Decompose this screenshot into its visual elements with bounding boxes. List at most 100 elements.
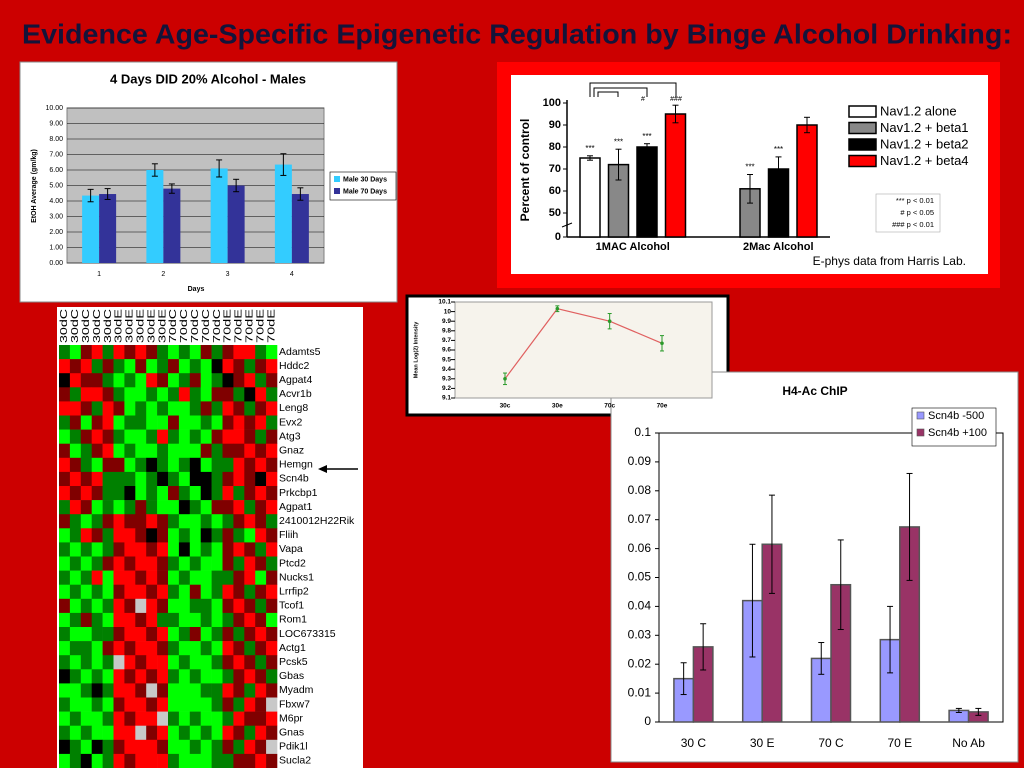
- heatmap-cell: [69, 429, 82, 444]
- heatmap-cell: [233, 500, 245, 515]
- heatmap-cell: [222, 627, 234, 642]
- heatmap-cell: [168, 556, 180, 571]
- heatmap-cell: [266, 457, 278, 473]
- bar: [664, 113, 687, 238]
- heatmap-cell: [168, 500, 180, 515]
- heatmap-cell: [189, 669, 201, 684]
- heatmap-cell: [69, 514, 82, 529]
- heatmap-cell: [91, 542, 103, 557]
- heatmap-cell: [266, 612, 278, 628]
- heatmap-cell: [255, 443, 267, 459]
- heatmap-cell: [168, 711, 180, 726]
- heatmap-cell: [157, 584, 169, 600]
- heatmap-cell: [102, 401, 114, 416]
- heatmap-cell: [80, 669, 92, 684]
- heatmap-cell: [102, 500, 114, 515]
- heatmap-cell: [135, 401, 147, 416]
- heatmap-cell: [59, 514, 71, 529]
- heatmap-cell: [80, 655, 92, 670]
- heatmap-cell: [91, 471, 103, 487]
- heatmap-cell: [168, 753, 180, 768]
- heatmap-cell: [157, 500, 169, 515]
- heatmap-cell: [200, 739, 212, 755]
- heatmap-cell: [168, 641, 180, 656]
- heatmap-cell: [233, 345, 245, 360]
- heatmap-cell: [124, 753, 136, 768]
- heatmap-cell: [69, 457, 82, 473]
- legend-swatch: [848, 105, 877, 118]
- heatmap-cell: [168, 612, 180, 628]
- heatmap-cell: [200, 387, 212, 402]
- heatmap-cell: [102, 612, 114, 628]
- heatmap-cell: [146, 584, 158, 600]
- heatmap-cell: [222, 486, 234, 501]
- y-tick-label: 0.08: [628, 483, 652, 497]
- heatmap-cell: [233, 669, 245, 684]
- x-tick-label: 1: [97, 271, 101, 278]
- heatmap-cell: [266, 443, 278, 459]
- heatmap-cell: [189, 401, 201, 416]
- x-tick-label: 70e: [657, 403, 668, 410]
- heatmap-cell: [255, 471, 267, 487]
- heatmap-cell: [146, 669, 158, 684]
- heatmap-cell: [80, 697, 92, 712]
- x-tick-label: 70 C: [818, 736, 844, 750]
- heatmap-cell: [124, 683, 136, 698]
- heatmap-cell: [244, 627, 256, 642]
- heatmap-cell: [244, 429, 256, 444]
- heatmap-cell: [69, 556, 82, 571]
- x-tick-label: 3: [226, 271, 230, 278]
- row-label: Hemgn: [279, 459, 313, 471]
- heatmap-cell: [69, 486, 82, 501]
- y-tick-label: 9.5: [442, 356, 451, 363]
- heatmap-cell: [222, 725, 234, 741]
- heatmap-cell: [211, 556, 223, 571]
- legend-label: Nav1.2 + beta1: [880, 120, 969, 135]
- heatmap-cell: [178, 683, 191, 698]
- heatmap-cell: [178, 655, 191, 670]
- heatmap-cell: [91, 387, 103, 402]
- column-label: 30dE: [124, 309, 136, 343]
- heatmap-cell: [189, 598, 201, 614]
- bracket-label: #: [641, 96, 645, 103]
- heatmap-cell: [124, 345, 136, 360]
- heatmap-cell: [146, 514, 158, 529]
- heatmap-cell: [59, 584, 71, 600]
- y-tick-label: 9.4: [442, 366, 451, 373]
- y-tick-label: 0.03: [628, 627, 652, 641]
- heatmap-cell: [200, 429, 212, 444]
- heatmap-cell: [69, 528, 82, 543]
- heatmap-cell: [233, 739, 245, 755]
- row-label: LOC673315: [279, 628, 336, 640]
- heatmap-cell: [157, 359, 169, 374]
- heatmap-cell: [200, 471, 212, 487]
- heatmap-cell: [102, 570, 114, 585]
- heatmap-cell: [157, 514, 169, 529]
- heatmap-cell: [189, 627, 201, 642]
- heatmap-cell: [244, 584, 256, 600]
- heatmap-cell: [200, 711, 212, 726]
- heatmap-cell: [189, 739, 201, 755]
- heatmap-cell: [222, 443, 234, 459]
- heatmap-cell: [200, 697, 212, 712]
- heatmap-cell: [135, 415, 147, 430]
- brackets: [589, 82, 677, 97]
- heatmap-cell: [102, 457, 114, 473]
- heatmap-cell: [91, 669, 103, 684]
- heatmap-cell: [69, 641, 82, 656]
- heatmap-cell: [168, 528, 180, 543]
- row-label: Agpat1: [279, 501, 312, 513]
- heatmap-cell: [113, 627, 125, 642]
- heatmap-cell: [124, 429, 136, 444]
- heatmap-cell: [113, 697, 125, 712]
- heatmap-cell: [168, 669, 180, 684]
- heatmap-cell: [102, 345, 114, 360]
- heatmap-cell: [266, 641, 278, 656]
- heatmap-cell: [244, 725, 256, 741]
- heatmap-cell: [124, 598, 136, 614]
- y-tick-label: 0: [555, 231, 561, 243]
- heatmap-cell: [59, 612, 71, 628]
- row-label: Scn4b: [279, 473, 309, 485]
- heatmap-cell: [135, 443, 147, 459]
- bar: [796, 124, 818, 238]
